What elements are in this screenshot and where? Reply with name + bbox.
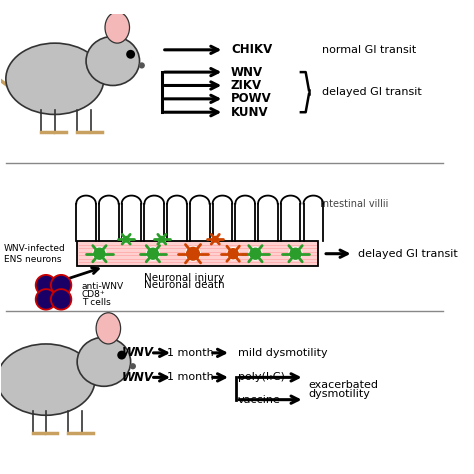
Text: anti-WNV: anti-WNV: [82, 282, 124, 291]
Text: mild dysmotility: mild dysmotility: [237, 348, 327, 358]
Circle shape: [51, 275, 72, 295]
Text: ENS neurons: ENS neurons: [4, 255, 61, 264]
Circle shape: [126, 50, 135, 59]
Text: ZIKV: ZIKV: [231, 79, 262, 92]
Text: T cells: T cells: [82, 298, 110, 307]
Circle shape: [36, 275, 56, 295]
Text: WNV: WNV: [231, 65, 263, 79]
Circle shape: [117, 351, 126, 360]
Bar: [77, 241, 318, 266]
Text: POWV: POWV: [231, 92, 272, 105]
Circle shape: [249, 247, 262, 260]
Text: normal GI transit: normal GI transit: [322, 45, 417, 55]
Circle shape: [185, 246, 201, 261]
Ellipse shape: [96, 313, 120, 344]
Circle shape: [130, 363, 136, 369]
Circle shape: [93, 247, 106, 260]
Text: WNV: WNV: [121, 346, 153, 359]
Circle shape: [158, 235, 166, 243]
Ellipse shape: [77, 337, 131, 386]
Circle shape: [36, 289, 56, 310]
Text: exacerbated: exacerbated: [308, 380, 378, 390]
Circle shape: [227, 247, 239, 260]
Circle shape: [122, 235, 130, 243]
Text: 1 month: 1 month: [167, 373, 214, 383]
Text: WNV-infected: WNV-infected: [4, 244, 65, 253]
Ellipse shape: [105, 12, 129, 43]
Circle shape: [139, 62, 145, 69]
Circle shape: [289, 247, 302, 260]
Circle shape: [211, 235, 219, 243]
Text: delayed GI transit: delayed GI transit: [322, 87, 422, 97]
Text: 1 month: 1 month: [167, 348, 214, 358]
Ellipse shape: [6, 43, 104, 114]
Text: CD8⁺: CD8⁺: [82, 290, 105, 299]
Text: Neuronal death: Neuronal death: [144, 280, 225, 290]
Ellipse shape: [86, 36, 139, 85]
Text: dysmotility: dysmotility: [308, 389, 370, 399]
Text: delayed GI transit: delayed GI transit: [358, 249, 458, 259]
Text: vaccine: vaccine: [237, 395, 281, 405]
Text: WNV: WNV: [121, 371, 153, 384]
Ellipse shape: [0, 344, 95, 415]
Text: CHIKV: CHIKV: [231, 43, 272, 56]
Text: Neuronal injury: Neuronal injury: [144, 273, 224, 283]
Text: KUNV: KUNV: [231, 106, 269, 118]
Text: poly(I:C): poly(I:C): [237, 373, 284, 383]
Circle shape: [146, 247, 160, 260]
Text: Intestinal villii: Intestinal villii: [320, 199, 388, 209]
Circle shape: [51, 289, 72, 310]
